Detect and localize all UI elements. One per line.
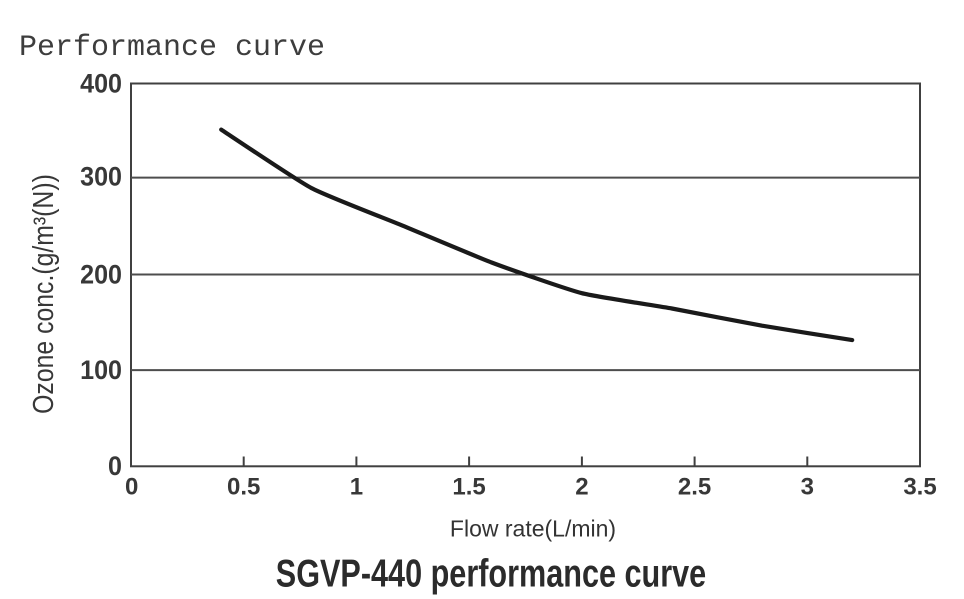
svg-text:300: 300 (80, 161, 122, 192)
svg-text:Flow rate(L/min): Flow rate(L/min) (450, 516, 616, 542)
svg-text:0: 0 (108, 450, 122, 481)
svg-text:3: 3 (801, 474, 814, 501)
svg-text:200: 200 (80, 259, 122, 290)
svg-text:SGVP-440 performance curve: SGVP-440 performance curve (276, 552, 706, 595)
svg-text:100: 100 (80, 354, 122, 385)
svg-text:1: 1 (350, 474, 363, 501)
svg-text:2.5: 2.5 (678, 474, 711, 501)
svg-text:1.5: 1.5 (452, 474, 485, 501)
svg-text:2: 2 (575, 474, 588, 501)
svg-text:3.5: 3.5 (903, 474, 936, 501)
svg-text:0.5: 0.5 (227, 474, 260, 501)
svg-text:0: 0 (125, 474, 138, 501)
svg-text:400: 400 (80, 68, 122, 99)
svg-text:Performance curve: Performance curve (19, 31, 325, 65)
svg-text:Ozone conc.(g/m³(N)): Ozone conc.(g/m³(N)) (27, 174, 59, 414)
